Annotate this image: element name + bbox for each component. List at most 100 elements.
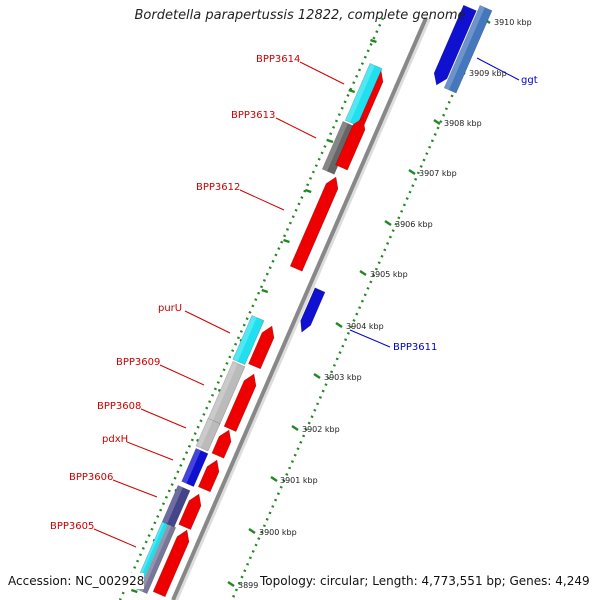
- tick-mark-4: [313, 372, 321, 380]
- connector-bpp3609: [159, 364, 205, 386]
- gene-block-bpp3605-cyan-highlight: [133, 521, 165, 589]
- connector-bpp3611: [349, 329, 391, 348]
- gene-arrow-bpp3611-blue-shape: [300, 287, 326, 333]
- gene-block-bpp3609-gray-shape: [207, 361, 246, 426]
- tick-mark-7: [384, 219, 392, 227]
- tick-label-3900: 3900 kbp: [259, 528, 297, 537]
- tick-mark-3: [291, 424, 299, 432]
- connector-bpp3606: [112, 479, 158, 498]
- tick-mark-1: [248, 527, 256, 535]
- gene-label-bpp3614[interactable]: BPP3614: [256, 54, 300, 65]
- connector-bpp3614: [299, 61, 345, 85]
- accession-text: Accession: NC_002928: [8, 573, 145, 589]
- gene-arrow-bpp3612-red-shape: [289, 176, 339, 272]
- gene-block-ggt-steel-highlight: [444, 5, 485, 90]
- gene-arrow-bpp3606-red-shape: [178, 493, 202, 530]
- gene-label-bpp3606[interactable]: BPP3606: [69, 472, 113, 483]
- gene-block-bpp3614-cyan-highlight: [345, 63, 375, 123]
- map-title: Bordetella parapertussis 12822, complete…: [134, 8, 466, 23]
- tick-label-3906: 3906 kbp: [395, 220, 433, 229]
- inner-tick-mark-1: [348, 88, 356, 94]
- tick-label-3904: 3904 kbp: [346, 322, 384, 331]
- connector-ggt: [476, 57, 520, 81]
- gene-arrow-bpp3608-red: [211, 429, 232, 459]
- tick-mark-9: [433, 118, 441, 126]
- connector-bpp3608: [140, 408, 187, 429]
- tick-mark-6: [359, 269, 367, 277]
- gene-block-pdxh-blue-shape: [181, 448, 209, 487]
- gene-arrow-bpp3609-red: [223, 373, 257, 432]
- gene-arrow-bpp3605-red-shape: [152, 529, 190, 598]
- tick-label-3905: 3905 kbp: [370, 270, 408, 279]
- tick-mark-2: [270, 475, 278, 483]
- gene-arrow-pdxh-red-shape: [197, 459, 220, 493]
- label-connectors: [93, 57, 520, 548]
- inner-tick-mark-4: [283, 238, 290, 244]
- gene-block-bpp3613-gray-shape: [321, 121, 356, 175]
- genome-backbone: [171, 17, 428, 600]
- gene-block-bpp3608-gray-shape: [195, 418, 221, 452]
- gene-block-bpp3606-navy-highlight: [162, 485, 183, 525]
- tick-label-3899: 3899 kbp: [238, 581, 276, 590]
- tick-label-3907: 3907 kbp: [419, 169, 457, 178]
- gene-label-puru[interactable]: purU: [158, 303, 182, 314]
- gene-label-bpp3608[interactable]: BPP3608: [97, 401, 141, 412]
- gene-block-bpp3608-gray-highlight: [196, 418, 213, 448]
- connector-puru: [184, 310, 231, 334]
- tick-label-3902: 3902 kbp: [302, 425, 340, 434]
- gene-block-bpp3613-gray-highlight: [322, 121, 348, 172]
- gene-arrow-ggt-blue-shape: [433, 4, 477, 86]
- gene-block-bpp3613-gray: [321, 121, 356, 175]
- gene-arrow-bpp3611-blue: [300, 287, 326, 333]
- gene-label-bpp3612[interactable]: BPP3612: [196, 182, 240, 193]
- gene-arrow-bpp3609-red-shape: [223, 373, 257, 432]
- gene-label-bpp3613[interactable]: BPP3613: [231, 110, 275, 121]
- gene-block-bpp3605-slate-shape: [139, 524, 177, 594]
- gene-arrow-bpp3608-red-shape: [211, 429, 232, 459]
- gene-block-bpp3609-gray: [207, 361, 246, 426]
- gene-arrow-pdxh-red: [197, 459, 220, 493]
- tick-mark-0: [227, 580, 235, 588]
- gene-arrow-puru-red: [248, 325, 275, 370]
- gene-block-puru-cyan-shape: [232, 315, 265, 365]
- gene-block-bpp3608-gray: [195, 418, 221, 452]
- connector-bpp3612: [239, 189, 285, 211]
- gene-arrow-puru-red-shape: [248, 325, 275, 370]
- inner-tick-mark-2: [326, 138, 334, 144]
- connector-bpp3605: [93, 528, 137, 548]
- tick-mark-8: [408, 168, 416, 176]
- reverse-ruler-line: [230, 17, 488, 600]
- gene-block-pdxh-blue: [181, 448, 209, 487]
- inner-tick-mark-0: [370, 38, 377, 44]
- gene-features: [133, 4, 493, 598]
- inner-tick-mark-11: [130, 588, 138, 594]
- gene-arrow-bpp3613-red: [335, 117, 366, 171]
- tick-label-3901: 3901 kbp: [280, 476, 318, 485]
- gene-arrow-bpp3605-red: [152, 529, 190, 598]
- tick-label-3910: 3910 kbp: [494, 18, 532, 27]
- gene-arrow-ggt-blue: [433, 4, 477, 86]
- gene-block-puru-cyan: [232, 315, 265, 365]
- forward-ruler-line: [118, 17, 385, 600]
- connector-bpp3613: [275, 117, 317, 139]
- gene-block-bpp3605-slate: [139, 524, 177, 594]
- gene-block-ggt-steel: [443, 5, 493, 94]
- inner-tick-mark-3: [304, 188, 312, 194]
- gene-block-puru-cyan-highlight: [232, 315, 257, 362]
- gene-label-bpp3605[interactable]: BPP3605: [50, 521, 94, 532]
- gene-block-pdxh-blue-highlight: [181, 448, 201, 484]
- gene-arrow-bpp3606-red: [178, 493, 202, 530]
- gene-arrow-bpp3612-red: [289, 176, 339, 272]
- gene-label-ggt[interactable]: ggt: [521, 75, 538, 86]
- connector-pdxh: [126, 441, 174, 461]
- gene-arrow-bpp3613-red-shape: [335, 117, 366, 171]
- gene-block-bpp3609-gray-highlight: [207, 361, 238, 423]
- gene-label-pdxh[interactable]: pdxH: [102, 434, 128, 445]
- gene-label-bpp3609[interactable]: BPP3609: [116, 357, 160, 368]
- gene-block-ggt-steel-shape: [443, 5, 493, 94]
- tick-label-3909: 3909 kbp: [469, 69, 507, 78]
- tick-label-3903: 3903 kbp: [324, 373, 362, 382]
- gene-label-bpp3611[interactable]: BPP3611: [393, 342, 437, 353]
